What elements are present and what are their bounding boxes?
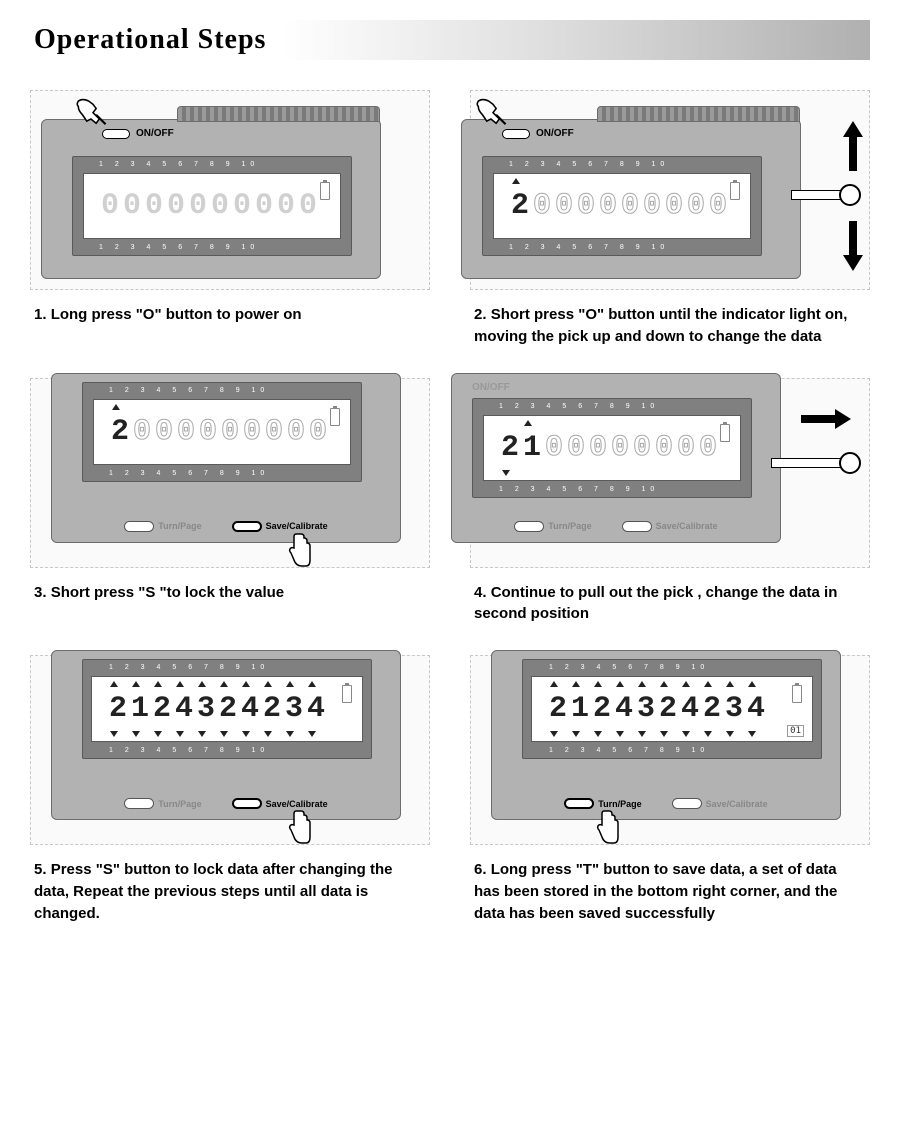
turn-page-button[interactable]: Turn/Page: [564, 798, 641, 809]
scale-top: 1 2 3 4 5 6 7 8 9 10: [99, 161, 259, 168]
steps-grid: ON/OFF 1 2 3 4 5 6 7 8 9 10 1 2 3 4 5 6 …: [30, 90, 870, 924]
hand-cursor-icon: [284, 532, 314, 568]
hand-cursor-icon: [284, 809, 314, 845]
battery-icon: [730, 182, 740, 200]
step-caption: 1. Long press "O" button to power on: [30, 304, 430, 326]
save-calibrate-button[interactable]: Save/Calibrate: [232, 798, 328, 809]
battery-icon: [342, 685, 352, 703]
arrow-up-icon: [843, 121, 863, 171]
step-1: ON/OFF 1 2 3 4 5 6 7 8 9 10 1 2 3 4 5 6 …: [30, 90, 430, 348]
step-caption: 2. Short press "O" button until the indi…: [470, 304, 870, 348]
battery-icon: [792, 685, 802, 703]
battery-icon: [720, 424, 730, 442]
arrow-right-icon: [801, 409, 851, 429]
button-row: Turn/Page Save/Calibrate: [52, 521, 400, 532]
indicator-down-icon: [502, 470, 510, 476]
button-row: Turn/Page Save/Calibrate: [452, 521, 780, 532]
saved-set-number: 01: [787, 725, 804, 737]
step-5: 1 2 3 4 5 6 7 8 9 10 1 2 3 4 5 6 7 8 9 1…: [30, 655, 430, 924]
indicator-up-icon: [112, 404, 120, 410]
save-calibrate-button[interactable]: Save/Calibrate: [622, 521, 718, 532]
indicator-up-icon: [512, 178, 520, 184]
turn-page-button[interactable]: Turn/Page: [514, 521, 591, 532]
page-title: Operational Steps: [34, 24, 266, 56]
indicator-up-icon: [524, 420, 532, 426]
step-6: 1 2 3 4 5 6 7 8 9 10 1 2 3 4 5 6 7 8 9 1…: [470, 655, 870, 924]
battery-icon: [330, 408, 340, 426]
onoff-label: ON/OFF: [536, 128, 574, 139]
step-caption: 5. Press "S" button to lock data after c…: [30, 859, 430, 924]
step-4: ON/OFF 1 2 3 4 5 6 7 8 9 10 1 2 3 4 5 6 …: [470, 378, 870, 626]
step-caption: 3. Short press "S "to lock the value: [30, 582, 430, 604]
button-row: Turn/Page Save/Calibrate: [492, 798, 840, 809]
pick-arm: [771, 449, 861, 477]
step-caption: 6. Long press "T" button to save data, a…: [470, 859, 870, 924]
battery-icon: [320, 182, 330, 200]
turn-page-button[interactable]: Turn/Page: [124, 521, 201, 532]
arrow-down-icon: [843, 221, 863, 271]
hand-point-icon: [472, 98, 514, 140]
hand-cursor-icon: [592, 809, 622, 845]
hand-point-icon: [72, 98, 114, 140]
save-calibrate-button[interactable]: Save/Calibrate: [232, 521, 328, 532]
step-caption: 4. Continue to pull out the pick , chang…: [470, 582, 870, 626]
header-bar: Operational Steps: [30, 20, 870, 60]
pick-arm: [791, 181, 861, 209]
save-calibrate-button[interactable]: Save/Calibrate: [672, 798, 768, 809]
button-row: Turn/Page Save/Calibrate: [52, 798, 400, 809]
scale-bot: 1 2 3 4 5 6 7 8 9 10: [99, 244, 259, 251]
onoff-label: ON/OFF: [136, 128, 174, 139]
step-3: 1 2 3 4 5 6 7 8 9 10 1 2 3 4 5 6 7 8 9 1…: [30, 378, 430, 626]
step-2: ON/OFF 1 2 3 4 5 6 7 8 9 10 1 2 3 4 5 6 …: [470, 90, 870, 348]
turn-page-button[interactable]: Turn/Page: [124, 798, 201, 809]
